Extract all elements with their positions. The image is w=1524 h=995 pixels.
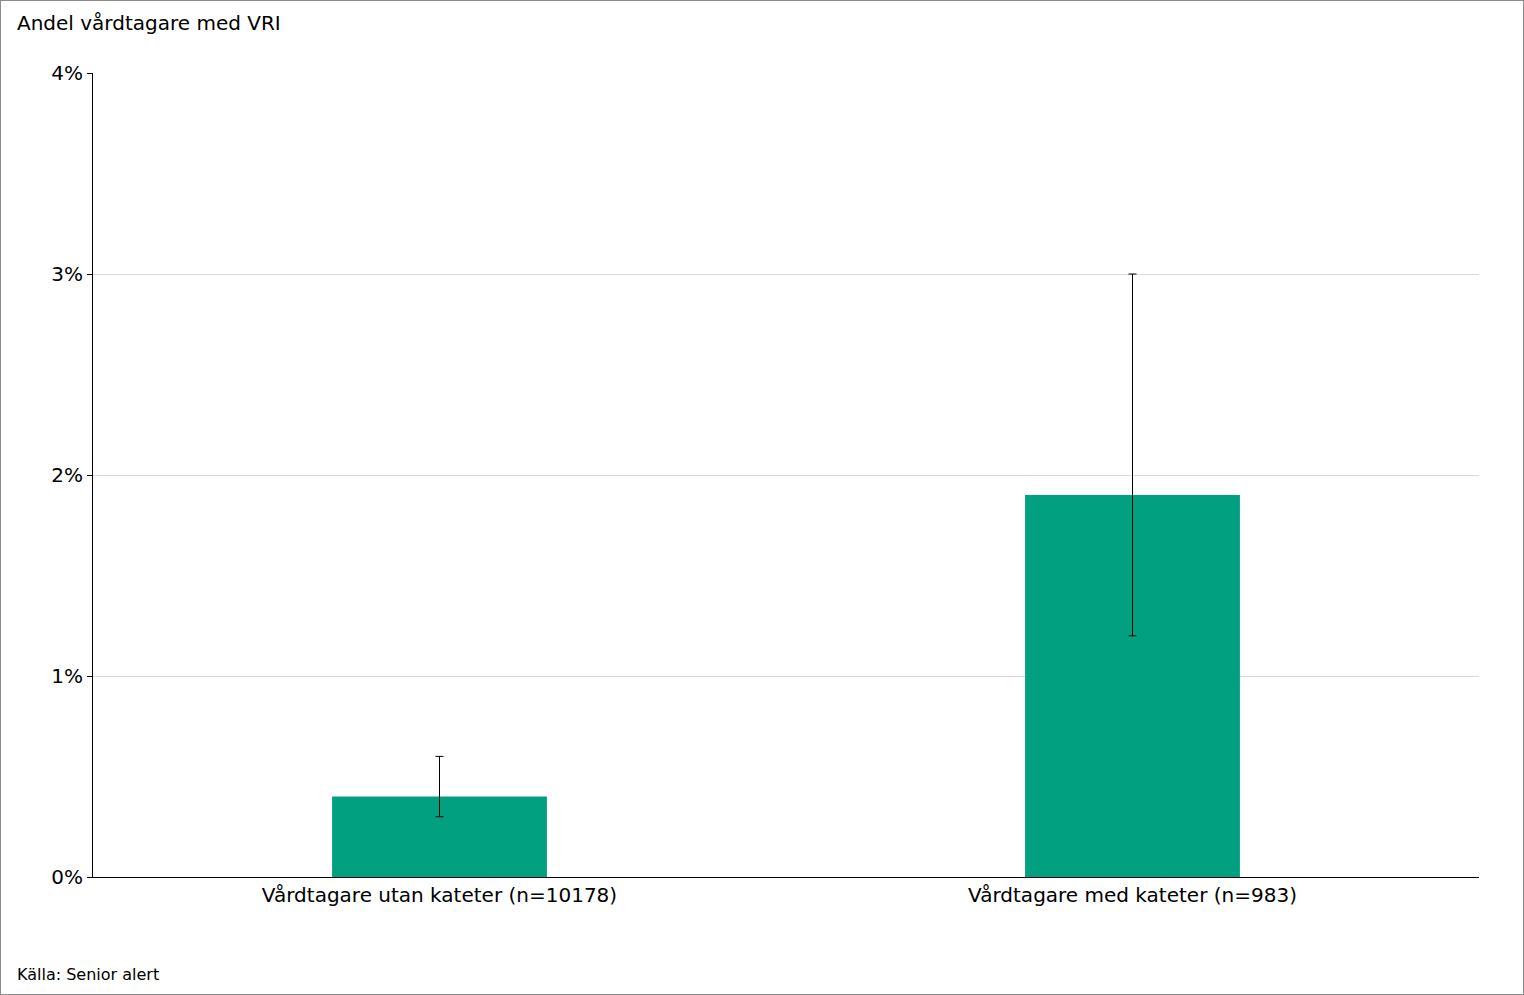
svg-text:1%: 1% [51, 664, 83, 688]
svg-text:Andel vårdtagare med VRI: Andel vårdtagare med VRI [17, 11, 281, 35]
svg-text:Vårdtagare med kateter (n=983): Vårdtagare med kateter (n=983) [968, 883, 1297, 907]
svg-text:0%: 0% [51, 865, 83, 889]
svg-text:4%: 4% [51, 61, 83, 85]
svg-text:Källa: Senior alert: Källa: Senior alert [17, 965, 159, 984]
svg-text:2%: 2% [51, 463, 83, 487]
svg-text:3%: 3% [51, 262, 83, 286]
svg-text:Vårdtagare utan kateter (n=101: Vårdtagare utan kateter (n=10178) [262, 883, 617, 907]
